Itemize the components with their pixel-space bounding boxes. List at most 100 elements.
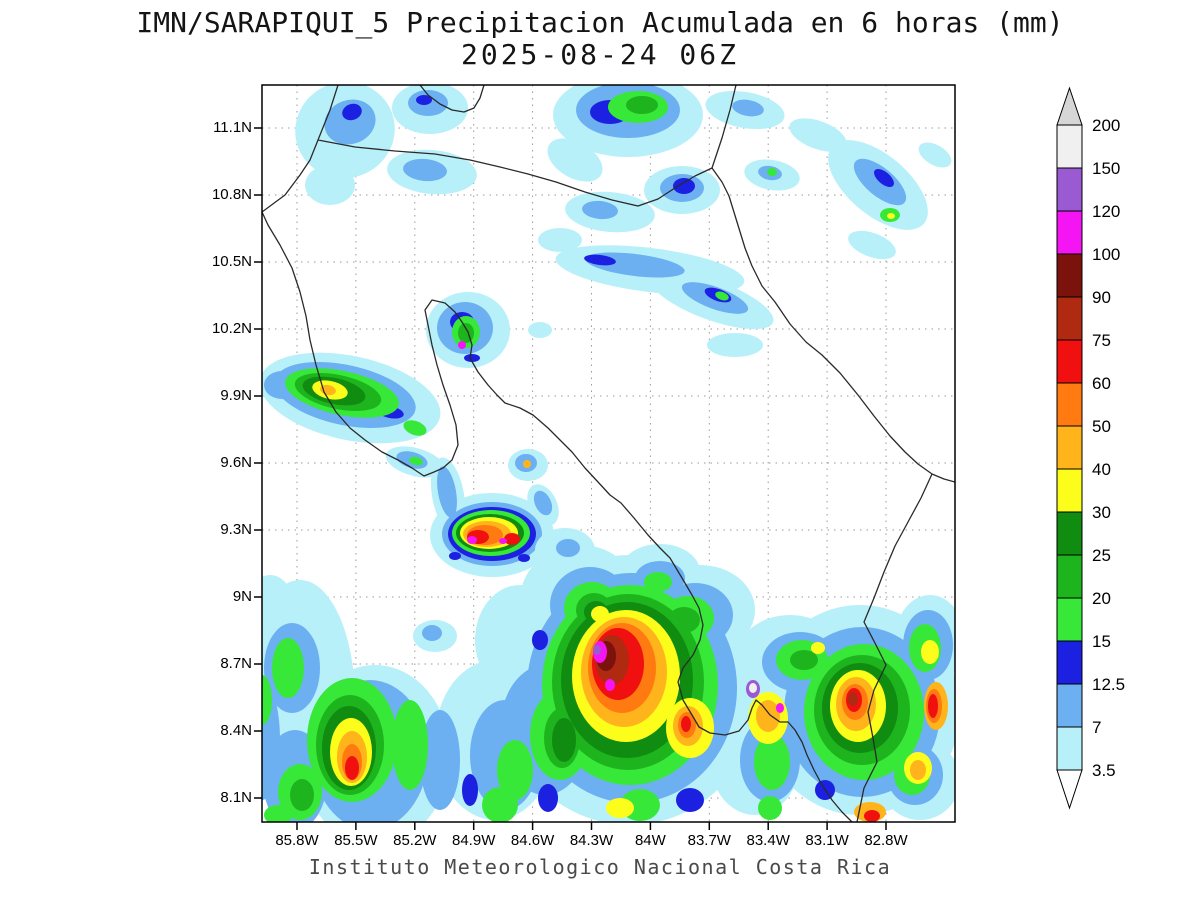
precip-region-12.5mm — [676, 788, 704, 812]
y-axis-label: 9.6N — [220, 454, 252, 471]
precip-region-30mm — [921, 640, 939, 664]
precip-region-100mm — [467, 536, 477, 544]
colorbar-arrow-bottom — [1056, 769, 1083, 810]
precip-region-20mm — [790, 650, 818, 670]
precip-region-60mm — [864, 810, 880, 822]
y-axis-label: 8.1N — [220, 789, 252, 806]
colorbar-label: 200 — [1092, 116, 1121, 135]
precip-region-100mm — [458, 341, 466, 349]
precip-region-20mm — [668, 607, 700, 633]
colorbar-label: 40 — [1092, 460, 1111, 479]
precip-region-3.5mm — [848, 230, 896, 260]
x-axis-label: 84W — [634, 832, 666, 849]
precip-region-15mm — [482, 787, 518, 822]
y-axis-label: 8.7N — [220, 655, 252, 672]
x-axis-label: 83.4W — [746, 832, 790, 849]
chart-title: IMN/SARAPIQUI_5 Precipitacion Acumulada … — [136, 6, 1064, 39]
colorbar-arrow-top — [1056, 86, 1083, 126]
precip-region-12.5mm — [538, 784, 558, 812]
x-axis-label: 85.2W — [393, 832, 437, 849]
precip-region-100mm — [605, 679, 615, 691]
precip-region-15mm — [403, 420, 427, 436]
coastline — [262, 85, 955, 822]
precip-region-3.5mm — [538, 228, 582, 252]
colorbar-segment-25mm — [1056, 511, 1083, 556]
precip-region-12.5mm — [464, 354, 480, 362]
precip-region-120mm — [593, 645, 601, 655]
precip-region-20mm — [626, 96, 658, 114]
precip-region-12.5mm — [449, 552, 461, 560]
precip-region-7mm — [422, 625, 442, 641]
precip-region-3.5mm — [918, 142, 952, 168]
precip-region-100mm — [499, 538, 507, 544]
y-axis-label: 9.9N — [220, 387, 252, 404]
colorbar-segment-60mm — [1056, 339, 1083, 384]
precip-region-12.5mm — [462, 774, 478, 806]
colorbar-segment-30mm — [1056, 468, 1083, 513]
precip-region-15mm — [272, 638, 304, 698]
colorbar-segment-120mm — [1056, 167, 1083, 212]
y-axis-label: 10.8N — [211, 186, 252, 203]
precip-region-3.5mm — [707, 333, 763, 357]
x-axis-label: 83.7W — [687, 832, 731, 849]
colorbar-label: 15 — [1092, 632, 1111, 651]
colorbar-label: 60 — [1092, 374, 1111, 393]
precip-region-30mm — [887, 213, 895, 219]
precip-region-12.5mm — [532, 630, 548, 650]
colorbar-label: 90 — [1092, 288, 1111, 307]
colorbar-label: 3.5 — [1092, 761, 1116, 780]
precip-region-3.5mm — [528, 322, 552, 338]
precipitation-shading — [262, 85, 955, 822]
precip-region-150mm — [749, 683, 757, 693]
precip-region-15mm — [767, 167, 777, 177]
y-axis-label: 9N — [232, 588, 252, 605]
precip-region-15mm — [264, 805, 292, 822]
precip-region-15mm — [644, 572, 672, 592]
colorbar-segment-100mm — [1056, 210, 1083, 255]
colorbar-segment-150mm — [1056, 124, 1083, 169]
colorbar-segment-3.5mm — [1056, 726, 1083, 771]
precip-region-15mm — [754, 734, 790, 790]
map-frame — [261, 84, 956, 823]
precip-region-60mm — [928, 694, 938, 718]
precip-region-7mm — [556, 539, 580, 557]
colorbar-segment-90mm — [1056, 253, 1083, 298]
colorbar-label: 7 — [1092, 718, 1102, 737]
precip-region-7mm — [732, 99, 764, 117]
precip-region-40mm — [523, 460, 531, 468]
y-axis-label: 8.4N — [220, 722, 252, 739]
precip-region-20mm — [458, 323, 474, 343]
precip-region-3.5mm — [305, 165, 355, 205]
x-axis-label: 82.8W — [864, 832, 908, 849]
colorbar-label: 100 — [1092, 245, 1121, 264]
footer-credit: Instituto Meteorologico Nacional Costa R… — [308, 855, 892, 879]
colorbar-label: 25 — [1092, 546, 1111, 565]
coastline-group — [262, 85, 955, 822]
y-axis-label: 10.2N — [211, 320, 252, 337]
precip-region-7mm — [533, 490, 553, 516]
precip-region-60mm — [345, 756, 359, 780]
precip-region-30mm — [606, 798, 634, 818]
precip-region-75mm — [848, 692, 858, 706]
colorbar-label: 120 — [1092, 202, 1121, 221]
precip-region-15mm — [409, 456, 423, 466]
colorbar-segment-50mm — [1056, 382, 1083, 427]
x-axis-label: 85.8W — [275, 832, 319, 849]
precip-region-12.5mm — [874, 169, 894, 187]
colorbar-label: 75 — [1092, 331, 1111, 350]
precip-region-12.5mm — [416, 95, 432, 105]
precip-region-60mm — [504, 533, 520, 545]
precip-region-30mm — [811, 642, 825, 654]
precip-region-15mm — [497, 740, 533, 800]
colorbar-segment-75mm — [1056, 296, 1083, 341]
y-axis-label: 9.3N — [220, 521, 252, 538]
precip-region-15mm — [758, 796, 782, 820]
y-axis-label: 10.5N — [211, 253, 252, 270]
y-axis-label: 11.1N — [213, 119, 252, 136]
colorbar-label: 150 — [1092, 159, 1121, 178]
precip-region-12.5mm — [518, 554, 530, 562]
precip-region-60mm — [681, 716, 691, 732]
colorbar-segment-15mm — [1056, 597, 1083, 642]
